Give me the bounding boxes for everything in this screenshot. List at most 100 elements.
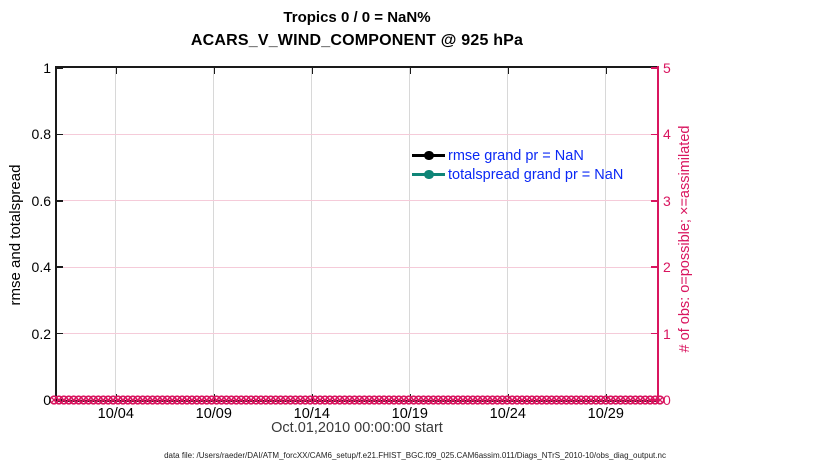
y-tick-label-left: 0 (43, 392, 51, 408)
axis-spine-right (657, 66, 659, 402)
obs-possible-marker (522, 395, 532, 405)
x-tick-label: 10/14 (293, 406, 330, 422)
plot-area: rmse grand pr = NaN totalspread grand pr… (49, 66, 665, 405)
obs-assimilated-marker (657, 397, 663, 403)
obs-possible-marker (128, 395, 138, 405)
obs-possible-marker (418, 395, 429, 405)
obs-possible-marker (335, 395, 345, 405)
obs-possible-marker (364, 395, 374, 405)
obs-possible-marker (620, 395, 631, 405)
y-tick-label-right: 2 (663, 259, 671, 276)
obs-possible-marker (266, 395, 276, 405)
obs-possible-marker (655, 395, 665, 405)
legend-marker-rmse (424, 150, 434, 161)
legend-marker-totalspread (424, 169, 434, 180)
x-tick-label: 10/29 (587, 406, 624, 422)
axis-spine-bottom (55, 400, 659, 402)
obs-possible-marker (182, 395, 192, 405)
obs-possible-marker (453, 395, 463, 405)
obs-possible-marker (556, 395, 567, 405)
y-tick-mark-right (651, 332, 657, 335)
y-tick-label-right: 5 (663, 60, 671, 76)
obs-possible-marker (59, 395, 69, 405)
obs-possible-marker (192, 395, 202, 405)
obs-possible-marker (487, 395, 498, 405)
obs-possible-marker (221, 395, 232, 405)
obs-possible-marker (123, 395, 133, 405)
y-tick-mark-right (651, 266, 657, 268)
obs-possible-marker (394, 395, 404, 405)
obs-possible-marker (231, 395, 241, 405)
obs-possible-marker (64, 395, 74, 405)
y-tick-label-left: 0.8 (31, 126, 51, 143)
gridline-vertical (409, 68, 411, 400)
obs-possible-marker (340, 395, 350, 405)
obs-possible-marker (172, 395, 182, 405)
gridline-horizontal (57, 133, 657, 135)
obs-possible-marker (330, 395, 340, 405)
obs-possible-marker (640, 395, 650, 405)
title-line-1: Tropics 0 / 0 = NaN% (283, 9, 431, 26)
obs-possible-marker (586, 395, 596, 405)
obs-possible-marker (138, 395, 148, 405)
obs-possible-marker (285, 395, 296, 405)
legend-line-sample-rmse (412, 150, 445, 161)
obs-possible-marker (512, 395, 522, 405)
gridline-vertical (213, 68, 215, 400)
obs-possible-marker (468, 395, 478, 405)
obs-possible-marker (187, 395, 197, 405)
obs-possible-marker (537, 395, 547, 405)
gridline-vertical (605, 68, 607, 400)
obs-possible-marker (576, 395, 586, 405)
obs-possible-marker (359, 395, 369, 405)
x-tick-mark-top (409, 68, 412, 74)
obs-possible-marker (256, 395, 266, 405)
y-tick-mark-right (651, 200, 657, 202)
gridline-vertical (115, 68, 117, 400)
obs-possible-marker (300, 395, 310, 405)
obs-possible-marker (369, 395, 379, 405)
obs-possible-marker (246, 395, 256, 405)
obs-possible-marker (517, 395, 527, 405)
obs-possible-marker (93, 395, 103, 405)
obs-possible-marker (413, 395, 424, 405)
y-tick-mark-left (57, 200, 63, 202)
x-axis-title: Oct.01,2010 00:00:00 start (271, 420, 443, 436)
obs-possible-marker (103, 395, 113, 405)
obs-possible-marker (463, 395, 473, 405)
y-tick-mark-left (57, 133, 63, 136)
obs-possible-marker (547, 395, 557, 405)
obs-possible-marker (108, 395, 118, 405)
obs-possible-marker (118, 395, 128, 405)
x-tick-mark-top (311, 68, 314, 74)
obs-possible-marker (345, 395, 355, 405)
obs-possible-marker (409, 395, 419, 405)
obs-possible-marker (211, 395, 222, 405)
obs-possible-marker (143, 395, 153, 405)
obs-possible-marker (532, 395, 542, 405)
obs-possible-marker (645, 395, 655, 405)
obs-possible-marker (74, 395, 84, 405)
y-tick-label-right: 1 (663, 325, 671, 342)
obs-possible-marker (635, 395, 645, 405)
obs-possible-marker (566, 395, 576, 405)
obs-possible-marker (571, 395, 581, 405)
y-tick-mark-right (651, 133, 657, 136)
gridline-horizontal (57, 266, 657, 268)
y-tick-mark-left (57, 67, 63, 69)
obs-possible-marker (443, 395, 453, 405)
obs-possible-marker (177, 395, 187, 405)
obs-possible-marker (561, 395, 571, 405)
obs-possible-marker (226, 395, 236, 405)
legend-entry-rmse: rmse grand pr = NaN (412, 146, 623, 165)
obs-possible-marker (157, 395, 167, 405)
obs-possible-marker (354, 395, 365, 405)
obs-possible-marker (295, 395, 305, 405)
obs-possible-marker (167, 395, 177, 405)
obs-possible-marker (147, 395, 158, 405)
obs-possible-marker (630, 395, 640, 405)
obs-possible-marker (379, 395, 389, 405)
x-tick-label: 10/24 (489, 406, 526, 422)
obs-possible-marker (606, 395, 616, 405)
legend-line-sample-totalspread (412, 169, 445, 180)
